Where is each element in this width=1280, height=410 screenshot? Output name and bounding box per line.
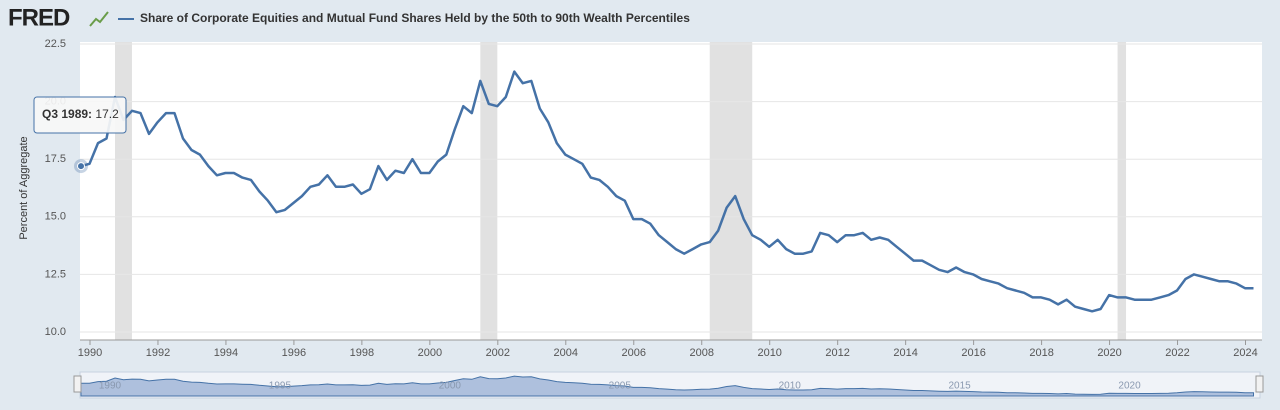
y-tick-label: 17.5 bbox=[45, 153, 66, 165]
navigator-tick-label: 2000 bbox=[439, 381, 462, 392]
logo: FRED bbox=[8, 4, 70, 31]
legend-label: Share of Corporate Equities and Mutual F… bbox=[140, 11, 690, 25]
recession-band bbox=[1117, 42, 1127, 340]
x-tick-label: 1996 bbox=[282, 347, 306, 359]
x-tick-label: 1992 bbox=[146, 347, 170, 359]
navigator-tick-label: 1990 bbox=[99, 381, 122, 392]
tooltip: Q3 1989: 17.2 bbox=[33, 96, 127, 134]
tooltip-label: Q3 1989: bbox=[42, 107, 92, 121]
tooltip-value: 17.2 bbox=[95, 107, 119, 121]
x-tick-label: 2022 bbox=[1165, 347, 1189, 359]
x-tick-label: 2002 bbox=[486, 347, 510, 359]
logo-icon bbox=[89, 11, 109, 27]
y-axis-label: Percent of Aggregate bbox=[18, 136, 30, 239]
navigator-content: 1990 1995 2000 2005 2010 2015 2020 bbox=[80, 375, 1254, 397]
navigator-handle[interactable] bbox=[1255, 375, 1264, 393]
x-tick-label: 2006 bbox=[622, 347, 646, 359]
y-tick-label: 10.0 bbox=[45, 326, 66, 338]
series-line bbox=[80, 70, 1254, 313]
navigator-tick-label: 2015 bbox=[949, 381, 972, 392]
tooltip-text: Q3 1989: 17.2 bbox=[42, 107, 119, 121]
x-tick-label: 2024 bbox=[1233, 347, 1257, 359]
x-tick-label: 2008 bbox=[689, 347, 713, 359]
recession-band bbox=[114, 42, 132, 340]
x-tick-label: 2004 bbox=[554, 347, 578, 359]
navigator-tick-label: 2010 bbox=[779, 381, 802, 392]
y-tick-label: 22.5 bbox=[45, 38, 66, 50]
x-tick-label: 2020 bbox=[1097, 347, 1121, 359]
x-tick-label: 2012 bbox=[825, 347, 849, 359]
y-tick-label: 15.0 bbox=[45, 211, 66, 223]
tooltip-box bbox=[33, 96, 127, 134]
x-tick-label: 2010 bbox=[757, 347, 781, 359]
navigator-tick-label: 2005 bbox=[609, 381, 632, 392]
x-tick-label: 1998 bbox=[350, 347, 374, 359]
x-tick-label: 2016 bbox=[961, 347, 985, 359]
plot-area bbox=[80, 42, 1262, 340]
navigator-tick-label: 1995 bbox=[269, 381, 292, 392]
y-tick-label: 12.5 bbox=[45, 268, 66, 280]
navigator-handle[interactable] bbox=[73, 375, 82, 393]
x-tick-label: 2000 bbox=[418, 347, 442, 359]
navigator-area bbox=[80, 375, 1254, 397]
x-tick-label: 1990 bbox=[78, 347, 102, 359]
hover-point bbox=[77, 162, 85, 171]
x-tick-label: 2014 bbox=[893, 347, 917, 359]
recession-band bbox=[709, 42, 753, 340]
navigator-tick-label: 2020 bbox=[1118, 381, 1141, 392]
x-tick-label: 1994 bbox=[214, 347, 238, 359]
recession-band bbox=[480, 42, 498, 340]
x-tick-label: 2018 bbox=[1029, 347, 1053, 359]
